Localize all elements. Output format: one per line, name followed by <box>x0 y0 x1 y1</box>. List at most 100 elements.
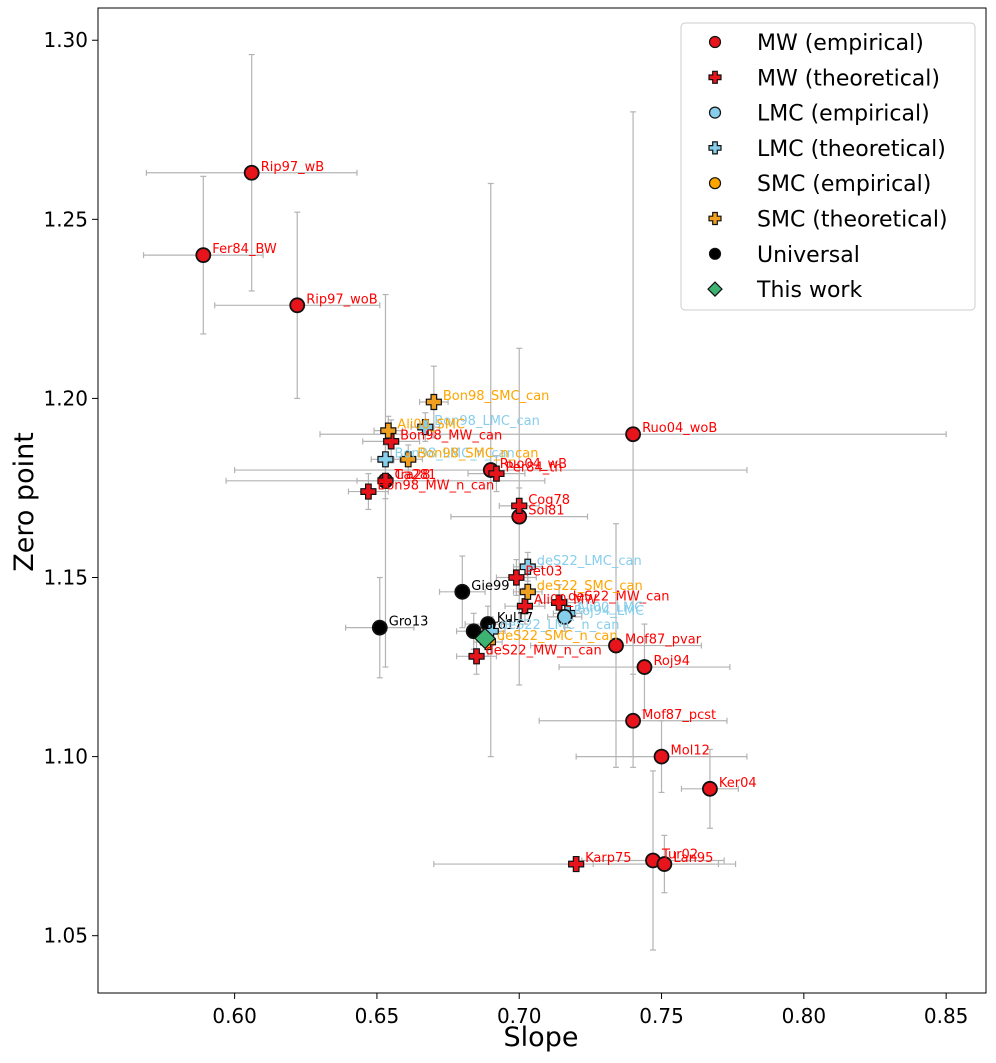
point-label-layer: Rip97_wB Fer84_BW Rip97_woB Ruo04_woB Ruo04_… <box>212 160 756 866</box>
point-label: Bon98_LMC_can <box>434 414 540 429</box>
data-point <box>468 648 485 665</box>
point-label: Mol12 <box>671 744 710 759</box>
data-point <box>511 497 528 514</box>
point-label: Cog78 <box>528 493 570 508</box>
x-tick-label: 0.65 <box>355 1004 400 1028</box>
point-label: Karp75 <box>585 851 631 866</box>
point-label: Fer84_BW <box>212 242 277 257</box>
data-point <box>243 164 260 181</box>
point-label: deS22_MW_can <box>568 590 669 605</box>
y-tick-label: 1.05 <box>43 924 88 948</box>
legend-marker <box>708 141 722 155</box>
point-label: Ali00_MW <box>534 593 597 608</box>
x-tick-label: 0.75 <box>639 1004 684 1028</box>
legend-marker <box>708 70 722 84</box>
point-label: deS22_LMC_n_can <box>500 618 620 633</box>
point-label: Gro17 <box>483 618 523 633</box>
y-tick-label: 1.25 <box>43 207 88 231</box>
data-point <box>625 426 641 443</box>
point-label: Ker04 <box>719 776 757 791</box>
point-label: Per84_th <box>505 461 562 476</box>
y-axis: 1.05 1.10 1.15 1.20 1.25 1.30 <box>43 28 98 948</box>
point-label: deS22_SMC_n_can <box>497 629 618 644</box>
legend-marker <box>708 35 722 49</box>
y-tick-label: 1.15 <box>43 566 88 590</box>
legend: MW (empirical) MW (theoretical) LMC (empir… <box>680 22 976 311</box>
legend-marker <box>708 211 722 226</box>
y-axis-label: Zero point <box>9 432 40 572</box>
data-point <box>289 297 306 314</box>
point-label: Rip97_woB <box>306 292 377 307</box>
point-label: Bon98_SMC_n_can <box>417 446 538 461</box>
data-point <box>519 558 536 575</box>
legend-box <box>680 22 976 311</box>
point-label: Gro13 <box>389 615 429 630</box>
plot-frame <box>97 7 987 994</box>
data-point <box>702 780 718 797</box>
point-label: deS22_MW_n_can <box>486 643 602 658</box>
point-label: Tra28 <box>393 468 430 483</box>
point-label: Bon98_SMC_can <box>443 389 550 404</box>
point-label: Roj94 <box>653 654 690 669</box>
point-label: Gie99 <box>471 579 509 594</box>
point-label: Ruo04_woB <box>642 421 717 436</box>
x-tick-label: 0.85 <box>924 1004 969 1028</box>
point-label: Bon98_MW_can <box>400 428 502 443</box>
data-point <box>608 637 624 654</box>
data-point <box>488 465 505 482</box>
data-point <box>516 598 534 615</box>
point-label: Sol81 <box>528 504 564 519</box>
legend-label: SMC (empirical) <box>757 172 931 197</box>
legend-label: MW (empirical) <box>757 31 924 56</box>
point-label: Ca281 <box>394 468 436 483</box>
legend-marker <box>708 247 722 260</box>
x-tick-label: 0.70 <box>497 1004 542 1028</box>
data-point <box>519 583 536 600</box>
legend-marker <box>708 106 722 119</box>
data-point <box>556 609 573 625</box>
point-label: Bon98_LMC_n_can <box>394 446 514 461</box>
point-label: Ali00_LMC <box>577 600 644 615</box>
data-point <box>465 623 482 640</box>
legend-marker <box>707 281 723 297</box>
point-label: Rip97_wB <box>261 160 325 175</box>
y-tick-label: 1.20 <box>43 386 88 410</box>
marker-layer <box>195 164 718 873</box>
x-tick-label: 0.80 <box>782 1004 827 1028</box>
data-point <box>508 569 525 586</box>
data-point <box>377 451 394 468</box>
point-label: Roj94_LMC <box>574 604 645 619</box>
y-tick-label: 1.30 <box>43 28 88 52</box>
point-label: Tur02 <box>661 847 698 862</box>
point-label: Ruo04_wB <box>500 457 567 472</box>
x-axis: 0.60 0.65 0.70 0.75 0.80 0.85 <box>212 993 968 1028</box>
data-point <box>454 583 471 600</box>
data-point <box>377 472 394 489</box>
legend-label: This work <box>756 278 862 303</box>
data-point <box>417 418 434 436</box>
legend-marker <box>708 177 722 190</box>
data-point <box>380 422 397 439</box>
y-tick-label: 1.10 <box>43 745 88 769</box>
data-point <box>568 855 585 873</box>
legend-label: LMC (empirical) <box>757 102 930 127</box>
legend-label: SMC (theoretical) <box>757 208 948 233</box>
data-point <box>656 856 673 872</box>
data-point <box>400 451 417 468</box>
point-label: Bon98_MW_n_can <box>377 479 494 494</box>
point-label: Pet03 <box>525 565 562 580</box>
point-label: Mof87_pcst <box>642 708 716 723</box>
point-label: Lan95 <box>673 851 713 866</box>
legend-label: Universal <box>757 243 860 268</box>
point-label: deS22_LMC_can <box>537 554 642 569</box>
data-point <box>371 619 388 636</box>
point-label: Ali00_SMC <box>397 418 465 433</box>
data-point <box>653 748 670 765</box>
data-point <box>383 433 400 450</box>
data-point <box>625 712 641 729</box>
data-point <box>474 627 496 650</box>
legend-label: LMC (theoretical) <box>757 137 946 162</box>
data-point <box>636 659 653 675</box>
legend-label: MW (theoretical) <box>757 66 940 91</box>
